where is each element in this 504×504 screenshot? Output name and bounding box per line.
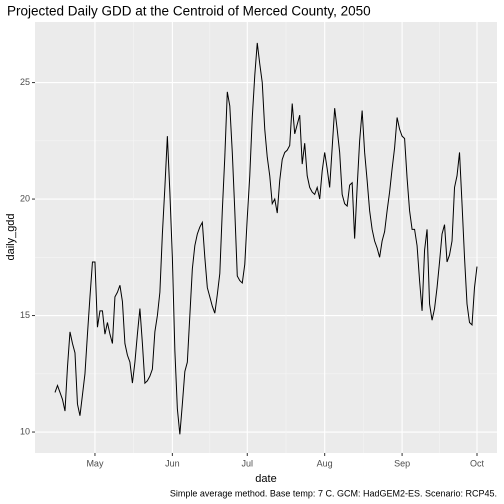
y-tick-label: 15 <box>20 310 30 320</box>
panel <box>35 22 497 453</box>
y-tick-label: 20 <box>20 193 30 203</box>
data-line <box>54 42 478 435</box>
caption: Simple average method. Base temp: 7 C. G… <box>170 488 497 498</box>
x-tick-label: Aug <box>317 458 333 468</box>
chart-title: Projected Daily GDD at the Centroid of M… <box>7 4 371 19</box>
x-tick-label: Jun <box>165 458 180 468</box>
x-tick-label: Jul <box>242 458 254 468</box>
y-axis-label: daily_gdd <box>5 213 17 260</box>
x-axis-label: date <box>255 473 276 485</box>
x-tick-label: Sep <box>394 458 410 468</box>
x-tick-label: May <box>86 458 104 468</box>
y-tick-label: 10 <box>20 426 30 436</box>
x-tick-label: Oct <box>470 458 485 468</box>
y-tick-label: 25 <box>20 77 30 87</box>
